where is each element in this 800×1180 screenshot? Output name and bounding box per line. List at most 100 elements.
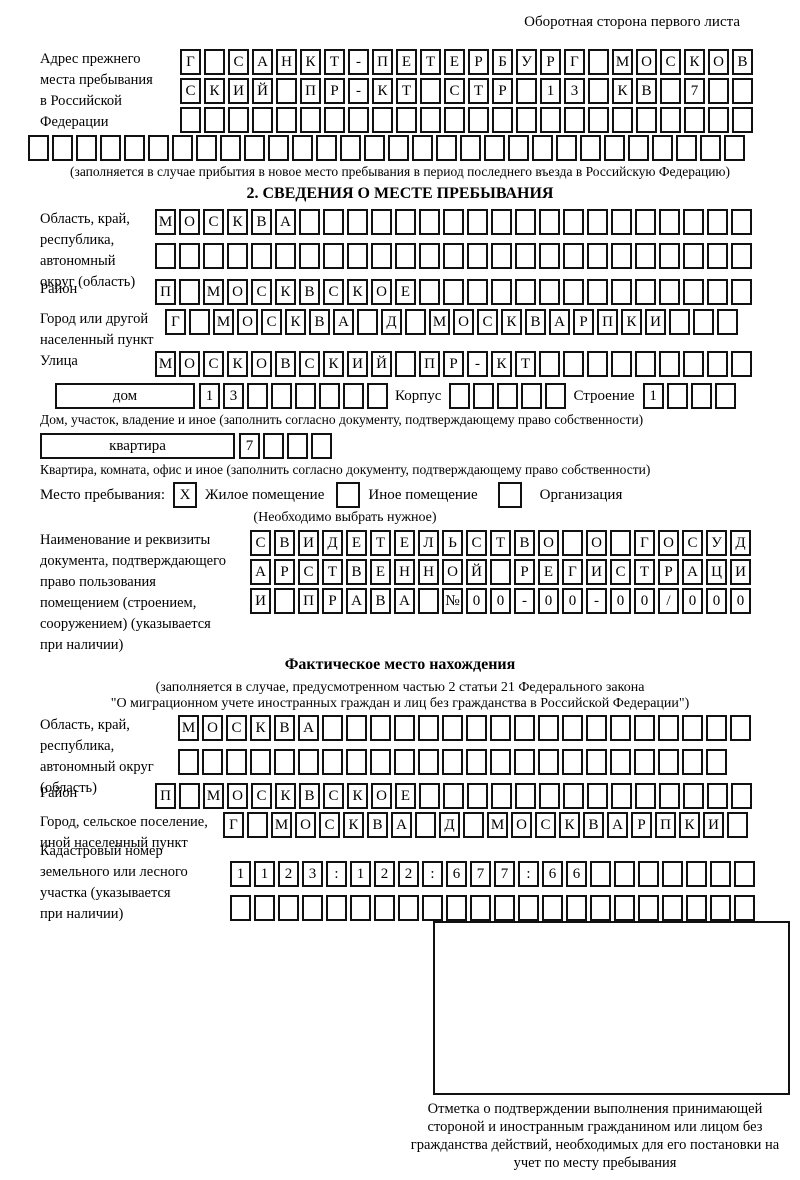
char-cell [666,383,688,409]
char-cell [346,715,367,741]
char-cell: Г [564,49,585,75]
char-cell [693,309,714,335]
char-cell: П [155,279,176,305]
char-cell [247,812,268,838]
stamp-box [433,921,790,1095]
char-cell [638,895,659,921]
char-cell [228,107,249,133]
char-cell: 3 [302,861,323,887]
char-cell: Н [418,559,439,585]
char-cell [634,749,655,775]
place-type-note: (Необходимо выбрать нужное) [253,510,437,525]
char-cell [635,279,656,305]
city-label: Город или другой населенный пункт [40,311,154,348]
char-cell [76,135,97,161]
char-cell [707,279,728,305]
char-cell: : [422,861,443,887]
char-cell [473,383,495,409]
char-cell [708,78,729,104]
char-cell [563,243,584,269]
char-cell: К [347,783,368,809]
char-cell [635,351,656,377]
char-cell: Д [322,530,343,556]
char-cell: Й [371,351,392,377]
char-cell [395,351,416,377]
char-cell: 1 [230,861,251,887]
char-cell: Р [540,49,561,75]
char-cell: С [319,812,340,838]
char-cell [52,135,73,161]
char-cell [588,78,609,104]
char-cell [658,715,679,741]
char-cell: Л [418,530,439,556]
char-cell: В [275,351,296,377]
char-cell: О [295,812,316,838]
char-cell [405,309,426,335]
char-cell: Д [730,530,751,556]
char-cell [422,895,443,921]
char-cell: К [491,351,512,377]
char-cell: 1 [199,383,220,409]
char-cell: К [275,279,296,305]
char-cell: Р [514,559,535,585]
char-cell [276,78,297,104]
char-cell [610,715,631,741]
char-cell: Й [252,78,273,104]
char-cell: И [730,559,751,585]
char-cell [319,383,340,409]
char-cell: П [372,49,393,75]
char-cell: М [487,812,508,838]
char-cell: В [514,530,535,556]
char-cell [563,279,584,305]
char-cell [563,783,584,809]
char-cell: Е [370,559,391,585]
char-cell: С [203,351,224,377]
char-cell [708,107,729,133]
char-cell [732,78,753,104]
char-cell: Р [443,351,464,377]
char-cell [610,749,631,775]
char-cell: 2 [398,861,419,887]
char-cell [398,895,419,921]
char-cell [419,783,440,809]
char-cell [370,749,391,775]
char-cell [683,783,704,809]
char-cell: 0 [466,588,487,614]
char-cell [516,107,537,133]
char-cell [604,135,625,161]
char-cell: 0 [538,588,559,614]
char-cell: Р [573,309,594,335]
char-cell: 0 [682,588,703,614]
char-cell: И [228,78,249,104]
char-cell: С [444,78,465,104]
char-cell [178,749,199,775]
char-cell: С [298,559,319,585]
char-cell: В [370,588,391,614]
char-cell [323,243,344,269]
char-cell [244,135,265,161]
char-cell [659,351,680,377]
char-cell [566,895,587,921]
char-cell [419,209,440,235]
char-cell: О [227,279,248,305]
char-cell: Р [658,559,679,585]
char-cell: К [612,78,633,104]
char-cell: А [275,209,296,235]
char-cell [124,135,145,161]
char-cell: А [549,309,570,335]
char-cell [635,783,656,809]
char-cell: О [538,530,559,556]
char-cell: М [203,279,224,305]
char-cell [444,107,465,133]
char-cell [707,243,728,269]
char-cell: О [453,309,474,335]
char-cell: - [348,49,369,75]
char-cell: 2 [374,861,395,887]
char-cell [204,107,225,133]
char-cell: № [442,588,463,614]
char-cell [226,749,247,775]
